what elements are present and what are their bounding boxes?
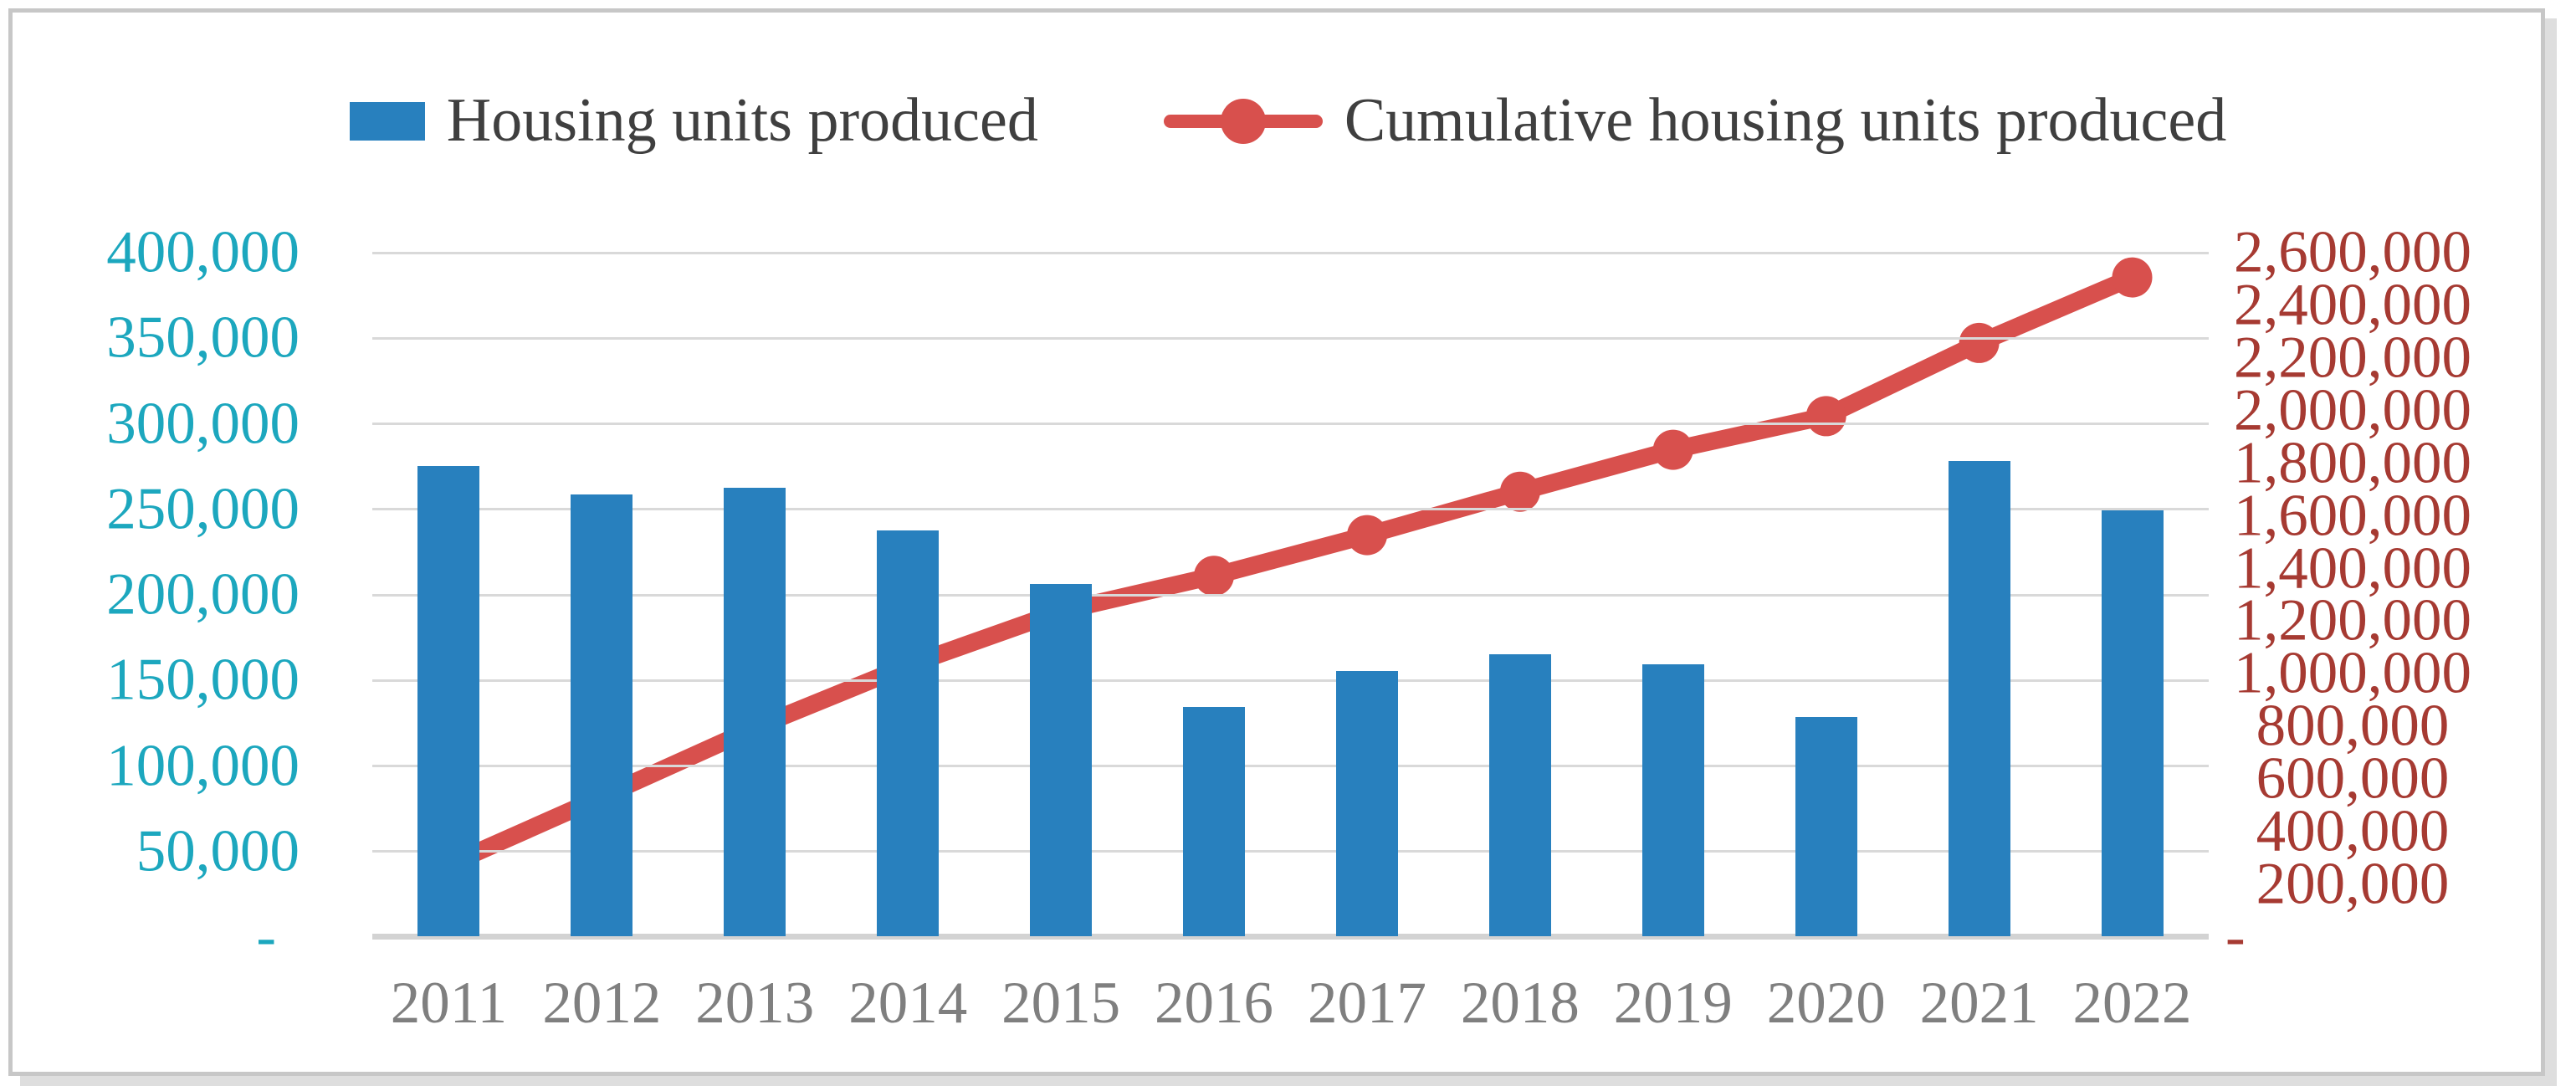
bar-2022 [2101,510,2164,936]
x-axis-label-2022: 2022 [2072,971,2192,1036]
right-axis-tick: - [2225,904,2246,970]
x-axis-label-2012: 2012 [542,971,662,1036]
left-axis-tick: 400,000 [106,219,300,285]
left-axis-tick: 300,000 [106,391,300,456]
left-axis-tick: 150,000 [106,647,300,713]
bar-2017 [1335,671,1398,936]
left-y-axis: 400,000 350,000 300,000 250,000 200,000 150,0… [0,223,300,966]
line-marker-2022 [2112,257,2153,298]
x-axis-label-2013: 2013 [695,971,815,1036]
right-axis-tick: 2,200,000 [2234,325,2471,391]
right-axis-tick: 1,600,000 [2234,483,2471,549]
right-axis-tick: 2,600,000 [2234,219,2471,285]
right-y-axis: 2,600,000 2,400,000 2,200,000 2,000,000 1,80… [2194,223,2512,966]
x-axis-label-2020: 2020 [1766,971,1886,1036]
line-marker-2020 [1805,396,1846,437]
bar-2013 [724,488,786,936]
chart-legend: Housing units produced Cumulative housin… [0,85,2576,156]
line-marker-2021 [1959,322,2000,363]
left-axis-tick: 250,000 [106,476,300,542]
bar-2012 [571,494,633,936]
right-axis-tick: 800,000 [2256,693,2450,759]
left-axis-tick: 50,000 [136,818,300,884]
x-axis-label-2019: 2019 [1613,971,1733,1036]
left-axis-tick: 200,000 [106,561,300,627]
right-axis-tick: 2,400,000 [2234,272,2471,338]
left-axis-tick: - [256,904,276,970]
bar-2015 [1030,583,1093,936]
right-axis-tick: 1,000,000 [2234,640,2471,706]
bar-2016 [1183,706,1246,936]
right-axis-tick: 1,800,000 [2234,430,2471,496]
legend-label-cumulative: Cumulative housing units produced [1344,86,2227,155]
bar-2021 [1948,460,2010,936]
gridline [372,336,2209,340]
x-axis: 2011 2012 2013 2014 2015 2016 2017 2018 2019 2020… [372,974,2209,1058]
bar-series-swatch-icon [349,101,425,141]
x-axis-label-2018: 2018 [1460,971,1580,1036]
right-axis-tick: 600,000 [2256,745,2450,812]
bar-2020 [1795,717,1857,936]
legend-item-cumulative: Cumulative housing units produced [1163,85,2227,156]
gridline [372,251,2209,254]
line-marker-2018 [1499,471,1540,512]
bar-2019 [1641,663,1704,936]
gridline [372,765,2209,767]
left-axis-tick: 100,000 [106,733,300,798]
x-axis-line [372,934,2209,940]
cumulative-line [440,269,2141,873]
x-axis-label-2015: 2015 [1001,971,1121,1036]
line-marker-2017 [1347,515,1387,556]
x-axis-label-2017: 2017 [1307,971,1426,1036]
gridline [372,850,2209,853]
gridline [372,508,2209,511]
right-axis-tick: 2,000,000 [2234,377,2471,443]
bar-2014 [877,530,940,936]
right-axis-tick: 1,400,000 [2234,535,2471,602]
line-marker-icon [1220,98,1266,144]
bar-2018 [1488,653,1551,936]
x-axis-label-2011: 2011 [390,971,508,1036]
x-axis-label-2021: 2021 [1919,971,2039,1036]
line-marker-2019 [1652,429,1693,470]
x-axis-label-2016: 2016 [1155,971,1274,1036]
gridline [372,423,2209,425]
right-axis-tick: 400,000 [2256,798,2450,864]
legend-item-housing-units: Housing units produced [349,85,1038,156]
line-marker-2016 [1194,556,1234,597]
line-series-swatch-icon [1163,98,1323,144]
left-axis-tick: 350,000 [106,305,300,371]
bar-2011 [417,465,480,936]
gridline [372,593,2209,597]
plot-area [372,251,2209,940]
right-axis-tick: 1,200,000 [2234,587,2471,653]
gridline [372,679,2209,682]
right-axis-tick: 200,000 [2256,851,2450,917]
x-axis-label-2014: 2014 [848,971,968,1036]
legend-label-housing-units: Housing units produced [446,86,1038,155]
